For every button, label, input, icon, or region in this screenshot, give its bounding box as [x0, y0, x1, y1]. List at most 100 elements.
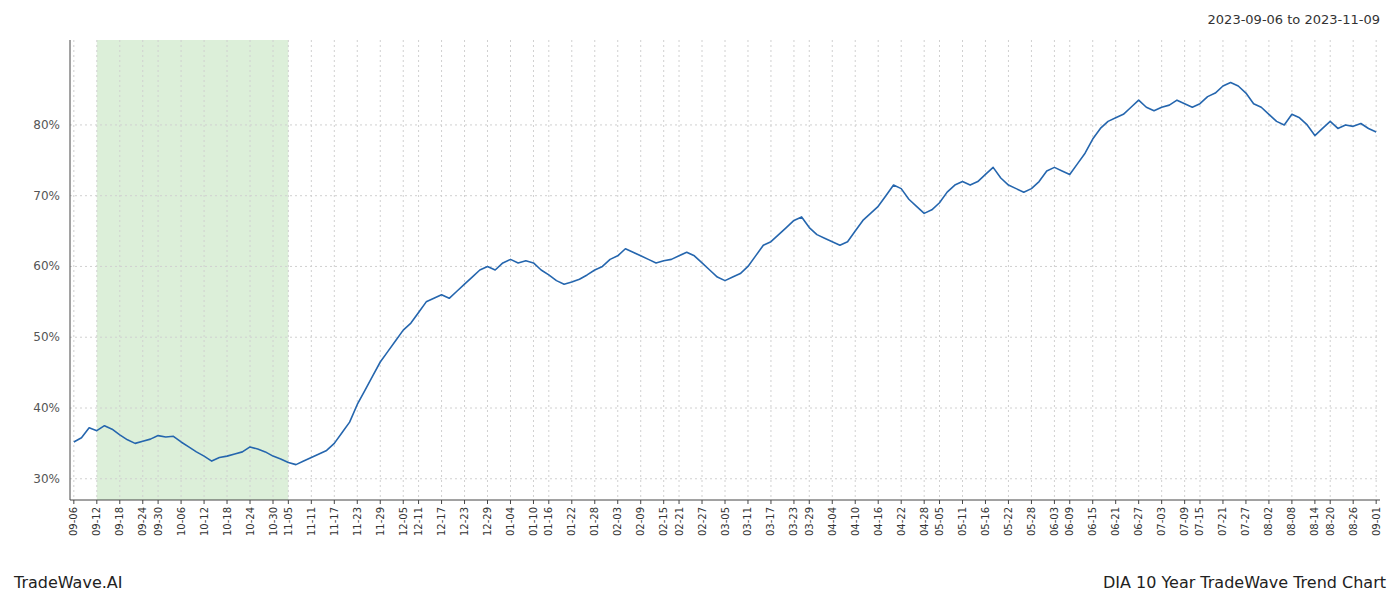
x-tick-label: 03-11 [742, 507, 753, 536]
x-tick-label: 04-28 [919, 507, 930, 536]
x-tick-label: 11-23 [352, 507, 363, 536]
x-tick [464, 500, 465, 504]
x-grid-line [1376, 40, 1377, 500]
x-grid-line [181, 40, 182, 500]
x-grid-line [487, 40, 488, 500]
x-tick [1161, 500, 1162, 504]
x-tick [855, 500, 856, 504]
x-grid-line [1092, 40, 1093, 500]
x-tick-label: 07-27 [1240, 507, 1251, 536]
x-tick-label: 01-04 [505, 507, 516, 536]
x-tick-label: 04-04 [827, 507, 838, 536]
x-tick [1330, 500, 1331, 504]
x-tick-label: 08-20 [1325, 507, 1336, 536]
x-grid-line [878, 40, 879, 500]
x-tick-label: 06-09 [1064, 507, 1075, 536]
x-tick [1138, 500, 1139, 504]
x-tick [1184, 500, 1185, 504]
x-grid-line [663, 40, 664, 500]
x-tick [1008, 500, 1009, 504]
x-grid-line [985, 40, 986, 500]
x-tick [441, 500, 442, 504]
x-tick-label: 07-21 [1217, 507, 1228, 536]
x-tick [878, 500, 879, 504]
x-tick [640, 500, 641, 504]
x-grid-line [679, 40, 680, 500]
x-tick [418, 500, 419, 504]
x-tick [548, 500, 549, 504]
x-grid-line [640, 40, 641, 500]
x-grid-line [1115, 40, 1116, 500]
y-tick-label: 30% [33, 472, 60, 486]
x-grid-line [510, 40, 511, 500]
x-grid-line [725, 40, 726, 500]
x-tick [487, 500, 488, 504]
x-tick [380, 500, 381, 504]
title: DIA 10 Year TradeWave Trend Chart [1103, 573, 1386, 592]
x-tick [924, 500, 925, 504]
x-tick-label: 05-05 [934, 507, 945, 536]
x-tick-label: 06-21 [1110, 507, 1121, 536]
x-tick-label: 08-14 [1309, 507, 1320, 536]
x-tick [1069, 500, 1070, 504]
x-tick [73, 500, 74, 504]
x-grid-line [832, 40, 833, 500]
y-grid-line [70, 478, 1380, 479]
x-tick [1199, 500, 1200, 504]
x-tick-label: 06-27 [1133, 507, 1144, 536]
y-tick-label: 70% [33, 189, 60, 203]
y-tick-label: 50% [33, 330, 60, 344]
x-grid-line [119, 40, 120, 500]
x-grid-line [1330, 40, 1331, 500]
x-tick-label: 01-16 [543, 507, 554, 536]
x-grid-line [73, 40, 74, 500]
x-tick-label: 09-18 [114, 507, 125, 536]
x-tick [533, 500, 534, 504]
plot-area [74, 82, 1376, 464]
x-tick-label: 01-10 [528, 507, 539, 536]
x-grid-line [311, 40, 312, 500]
x-grid-line [250, 40, 251, 500]
x-grid-line [357, 40, 358, 500]
x-tick-label: 06-03 [1049, 507, 1060, 536]
x-tick [96, 500, 97, 504]
grid [70, 40, 1380, 500]
x-grid-line [533, 40, 534, 500]
x-tick-label: 05-11 [957, 507, 968, 536]
x-tick [939, 500, 940, 504]
x-tick-label: 03-23 [788, 507, 799, 536]
y-axis-line [70, 40, 71, 500]
x-tick-label: 03-17 [765, 507, 776, 536]
x-tick-label: 09-12 [91, 507, 102, 536]
x-grid-line [273, 40, 274, 500]
x-tick-label: 08-02 [1263, 507, 1274, 536]
x-tick [158, 500, 159, 504]
x-tick-label: 12-29 [482, 507, 493, 536]
x-tick-label: 12-11 [413, 507, 424, 536]
x-grid-line [142, 40, 143, 500]
x-tick-label: 02-03 [612, 507, 623, 536]
x-grid-line [924, 40, 925, 500]
x-tick-label: 10-12 [199, 507, 210, 536]
x-tick [119, 500, 120, 504]
x-tick-label: 10-30 [268, 507, 279, 536]
x-grid-line [1008, 40, 1009, 500]
x-tick [288, 500, 289, 504]
x-tick-label: 09-30 [153, 507, 164, 536]
x-tick-label: 04-16 [873, 507, 884, 536]
x-tick-label: 01-22 [566, 507, 577, 536]
watermark: TradeWave.AI [13, 573, 122, 592]
y-tick-label: 40% [33, 401, 60, 415]
x-tick-label: 08-08 [1286, 507, 1297, 536]
x-grid-line [548, 40, 549, 500]
x-tick-label: 07-15 [1194, 507, 1205, 536]
x-grid-line [158, 40, 159, 500]
x-tick [809, 500, 810, 504]
x-grid-line [464, 40, 465, 500]
x-grid-line [380, 40, 381, 500]
x-tick [1054, 500, 1055, 504]
x-tick-label: 12-17 [436, 507, 447, 536]
x-grid-line [1069, 40, 1070, 500]
x-tick [510, 500, 511, 504]
data-line [74, 82, 1376, 464]
